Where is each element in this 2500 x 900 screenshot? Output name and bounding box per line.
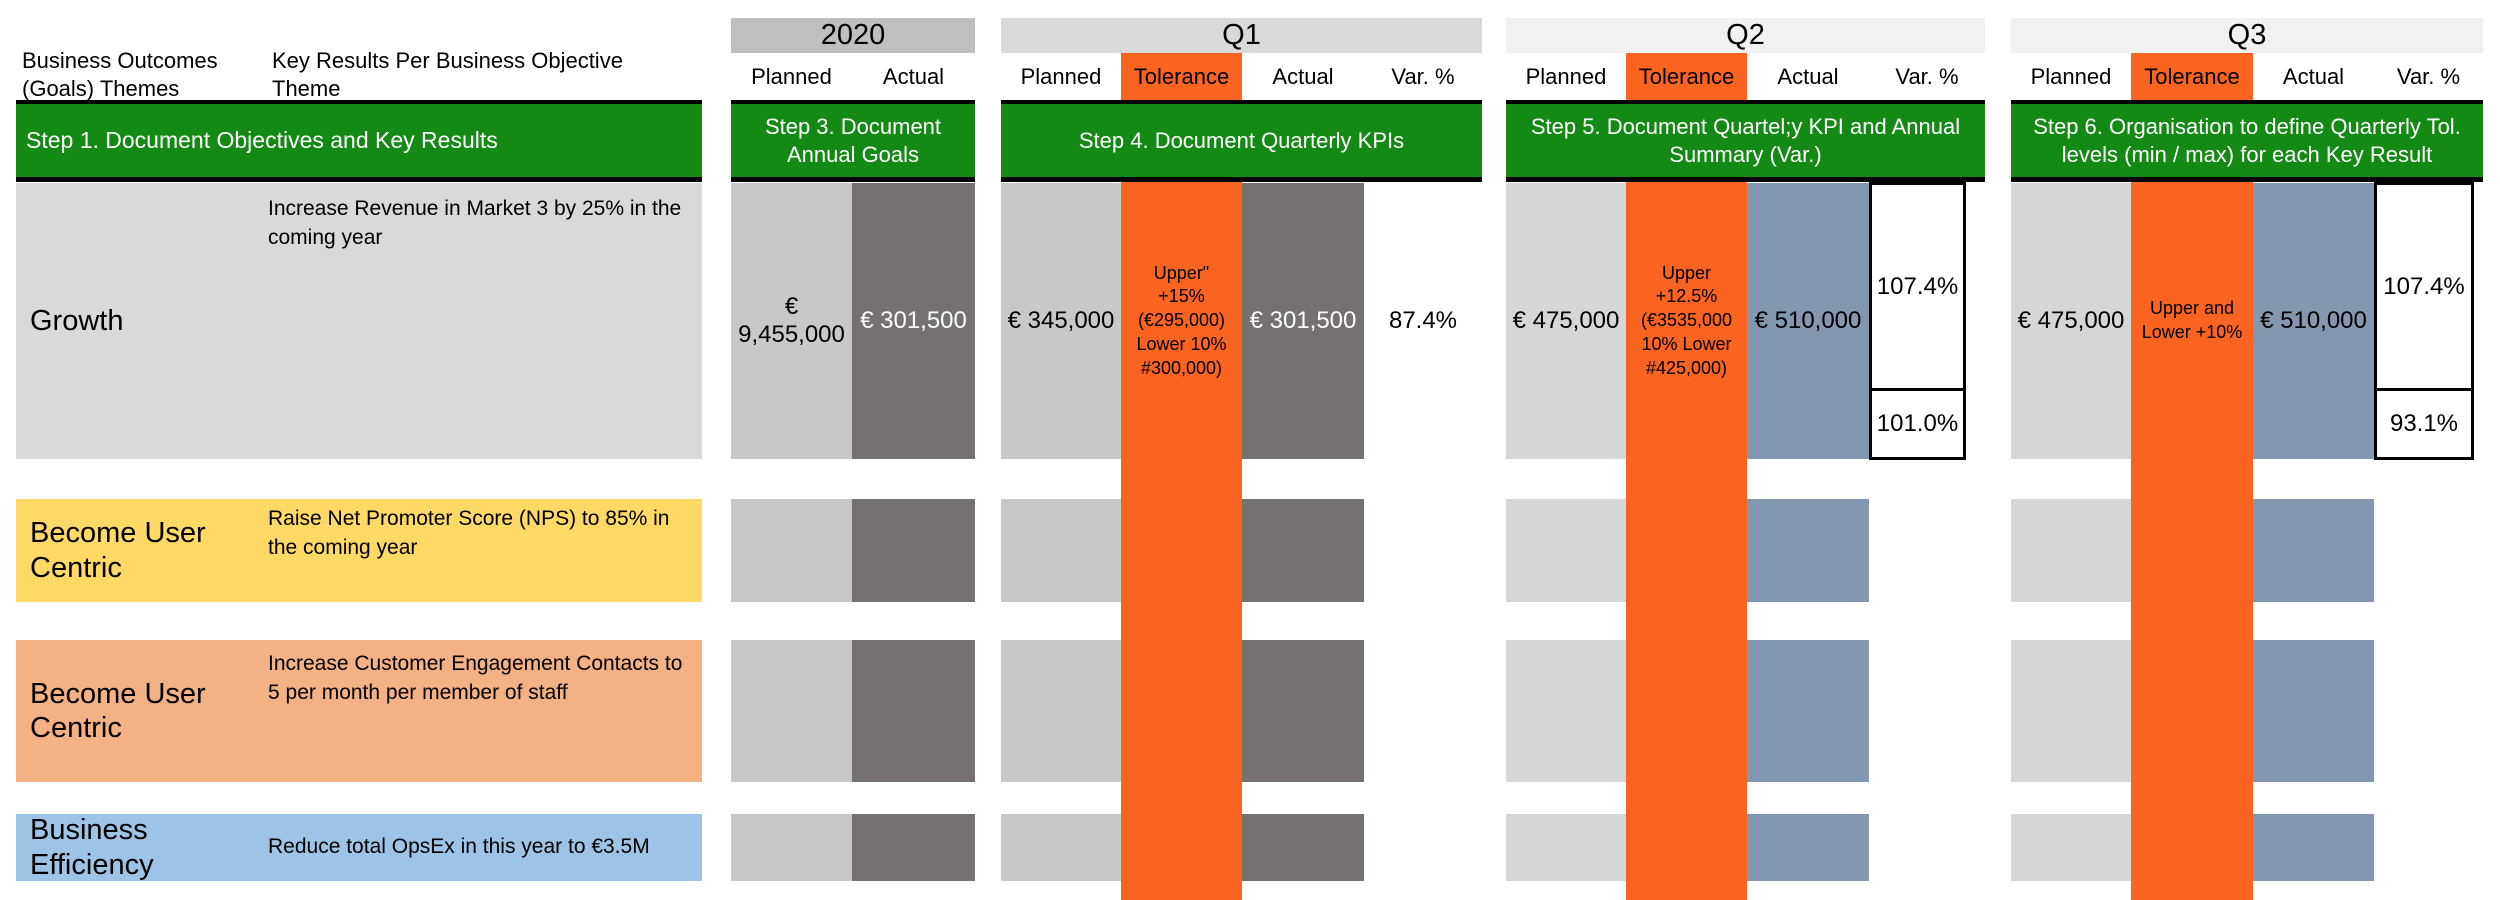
q3-tolerance-band [2131, 53, 2253, 900]
efficiency-q1-actual-cell[interactable] [1242, 814, 1364, 881]
q1-tolerance-band [1121, 53, 1242, 900]
nps-q2-planned-cell[interactable] [1506, 499, 1626, 602]
growth-q1-tolerance-cell[interactable]: Upper" +15% (€295,000) Lower 10% #300,00… [1136, 262, 1227, 378]
theme-label: Growth [30, 304, 124, 337]
growth-q3-planned-cell[interactable]: € 475,000 [2011, 183, 2131, 459]
engagement-q2-actual-cell[interactable] [1747, 640, 1869, 782]
year-2020-header: 2020 [731, 18, 975, 53]
efficiency-2020-planned-cell[interactable] [731, 814, 852, 881]
growth-q3-actual-cell[interactable]: € 510,000 [2253, 183, 2374, 459]
key-result-text: Raise Net Promoter Score (NPS) to 85% in… [268, 507, 670, 559]
q2-planned-label: Planned [1525, 63, 1607, 89]
q2-tolerance-band [1626, 53, 1747, 900]
q1-var-label: Var. % [1391, 63, 1455, 89]
key-result-text: Increase Customer Engagement Contacts to… [268, 652, 683, 704]
engagement-2020-planned-cell[interactable] [731, 640, 852, 782]
q2-var-label: Var. % [1895, 63, 1959, 89]
q1-header: Q1 [1001, 18, 1482, 53]
q1-tolerance-label: Tolerance [1121, 53, 1242, 100]
engagement-q1-planned-cell[interactable] [1001, 640, 1121, 782]
growth-q2-actual-cell[interactable]: € 510,000 [1747, 183, 1869, 459]
step1-banner: Step 1. Document Objectives and Key Resu… [16, 100, 702, 182]
step5-banner: Step 5. Document Quartel;y KPI and Annua… [1506, 100, 1985, 182]
engagement-2020-actual-cell[interactable] [852, 640, 975, 782]
step6-banner: Step 6. Organisation to define Quarterly… [2011, 100, 2483, 182]
theme-label: Business Efficiency [30, 814, 154, 881]
q2-header: Q2 [1506, 18, 1985, 53]
theme-label: Become User Centric [30, 677, 206, 744]
y2020-planned-label: Planned [751, 63, 832, 89]
engagement-q2-planned-cell[interactable] [1506, 640, 1626, 782]
growth-q1-var-cell[interactable]: 87.4% [1388, 307, 1458, 334]
col-header-business-outcomes: Business Outcomes (Goals) Themes [22, 48, 218, 101]
growth-q3-var-top-cell[interactable]: 107.4% [2377, 185, 2471, 391]
row-user-centric-engagement-theme-cell[interactable]: Become User Centric Increase Customer En… [16, 640, 702, 782]
growth-q1-planned-cell[interactable]: € 345,000 [1001, 183, 1121, 459]
growth-2020-planned-cell[interactable]: € 9,455,000 [731, 183, 852, 459]
row-user-centric-nps-theme-cell[interactable]: Become User Centric Raise Net Promoter S… [16, 499, 702, 602]
q3-header: Q3 [2011, 18, 2483, 53]
nps-q2-actual-cell[interactable] [1747, 499, 1869, 602]
nps-2020-planned-cell[interactable] [731, 499, 852, 602]
growth-q3-var-bottom-cell[interactable]: 93.1% [2389, 410, 2459, 437]
row-business-efficiency-theme-cell[interactable]: Business Efficiency Reduce total OpsEx i… [16, 814, 702, 881]
growth-2020-actual-cell[interactable]: € 301,500 [852, 183, 975, 459]
theme-label: Become User Centric [30, 517, 206, 584]
y2020-actual-label: Actual [882, 63, 945, 89]
growth-q2-var-bottom-cell[interactable]: 101.0% [1876, 410, 1959, 437]
growth-q1-actual-cell[interactable]: € 301,500 [1242, 183, 1364, 459]
efficiency-q2-planned-cell[interactable] [1506, 814, 1626, 881]
q3-actual-label: Actual [2282, 63, 2345, 89]
engagement-q3-planned-cell[interactable] [2011, 640, 2131, 782]
key-result-text: Reduce total OpsEx in this year to €3.5M [268, 835, 650, 859]
efficiency-q3-planned-cell[interactable] [2011, 814, 2131, 881]
efficiency-2020-actual-cell[interactable] [852, 814, 975, 881]
growth-q3-tolerance-cell[interactable]: Upper and Lower +10% [2141, 298, 2243, 342]
q1-actual-label: Actual [1272, 63, 1334, 89]
efficiency-q1-planned-cell[interactable] [1001, 814, 1121, 881]
step4-banner: Step 4. Document Quarterly KPIs [1001, 100, 1482, 182]
step3-banner: Step 3. Document Annual Goals [731, 100, 975, 182]
q2-actual-label: Actual [1777, 63, 1839, 89]
growth-q2-tolerance-cell[interactable]: Upper +12.5% (€3535,000 10% Lower #425,0… [1640, 262, 1733, 378]
growth-q2-var-top-cell[interactable]: 107.4% [1872, 185, 1963, 391]
growth-q2-var-box[interactable]: 107.4% 101.0% [1869, 182, 1966, 460]
q3-planned-label: Planned [2030, 63, 2112, 89]
nps-q3-actual-cell[interactable] [2253, 499, 2374, 602]
nps-q1-actual-cell[interactable] [1242, 499, 1364, 602]
engagement-q3-actual-cell[interactable] [2253, 640, 2374, 782]
efficiency-q2-actual-cell[interactable] [1747, 814, 1869, 881]
col-header-key-results: Key Results Per Business Objective Theme [272, 48, 623, 101]
q2-tolerance-label: Tolerance [1626, 53, 1747, 100]
q3-tolerance-label: Tolerance [2131, 53, 2253, 100]
nps-q1-planned-cell[interactable] [1001, 499, 1121, 602]
efficiency-q3-actual-cell[interactable] [2253, 814, 2374, 881]
growth-q2-planned-cell[interactable]: € 475,000 [1506, 183, 1626, 459]
engagement-q1-actual-cell[interactable] [1242, 640, 1364, 782]
q1-planned-label: Planned [1020, 63, 1102, 89]
key-result-text: Increase Revenue in Market 3 by 25% in t… [268, 197, 682, 249]
q3-var-label: Var. % [2396, 63, 2461, 89]
growth-q3-var-box[interactable]: 107.4% 93.1% [2374, 182, 2474, 460]
nps-2020-actual-cell[interactable] [852, 499, 975, 602]
row-growth-theme-cell[interactable]: Growth Increase Revenue in Market 3 by 2… [16, 183, 702, 459]
nps-q3-planned-cell[interactable] [2011, 499, 2131, 602]
